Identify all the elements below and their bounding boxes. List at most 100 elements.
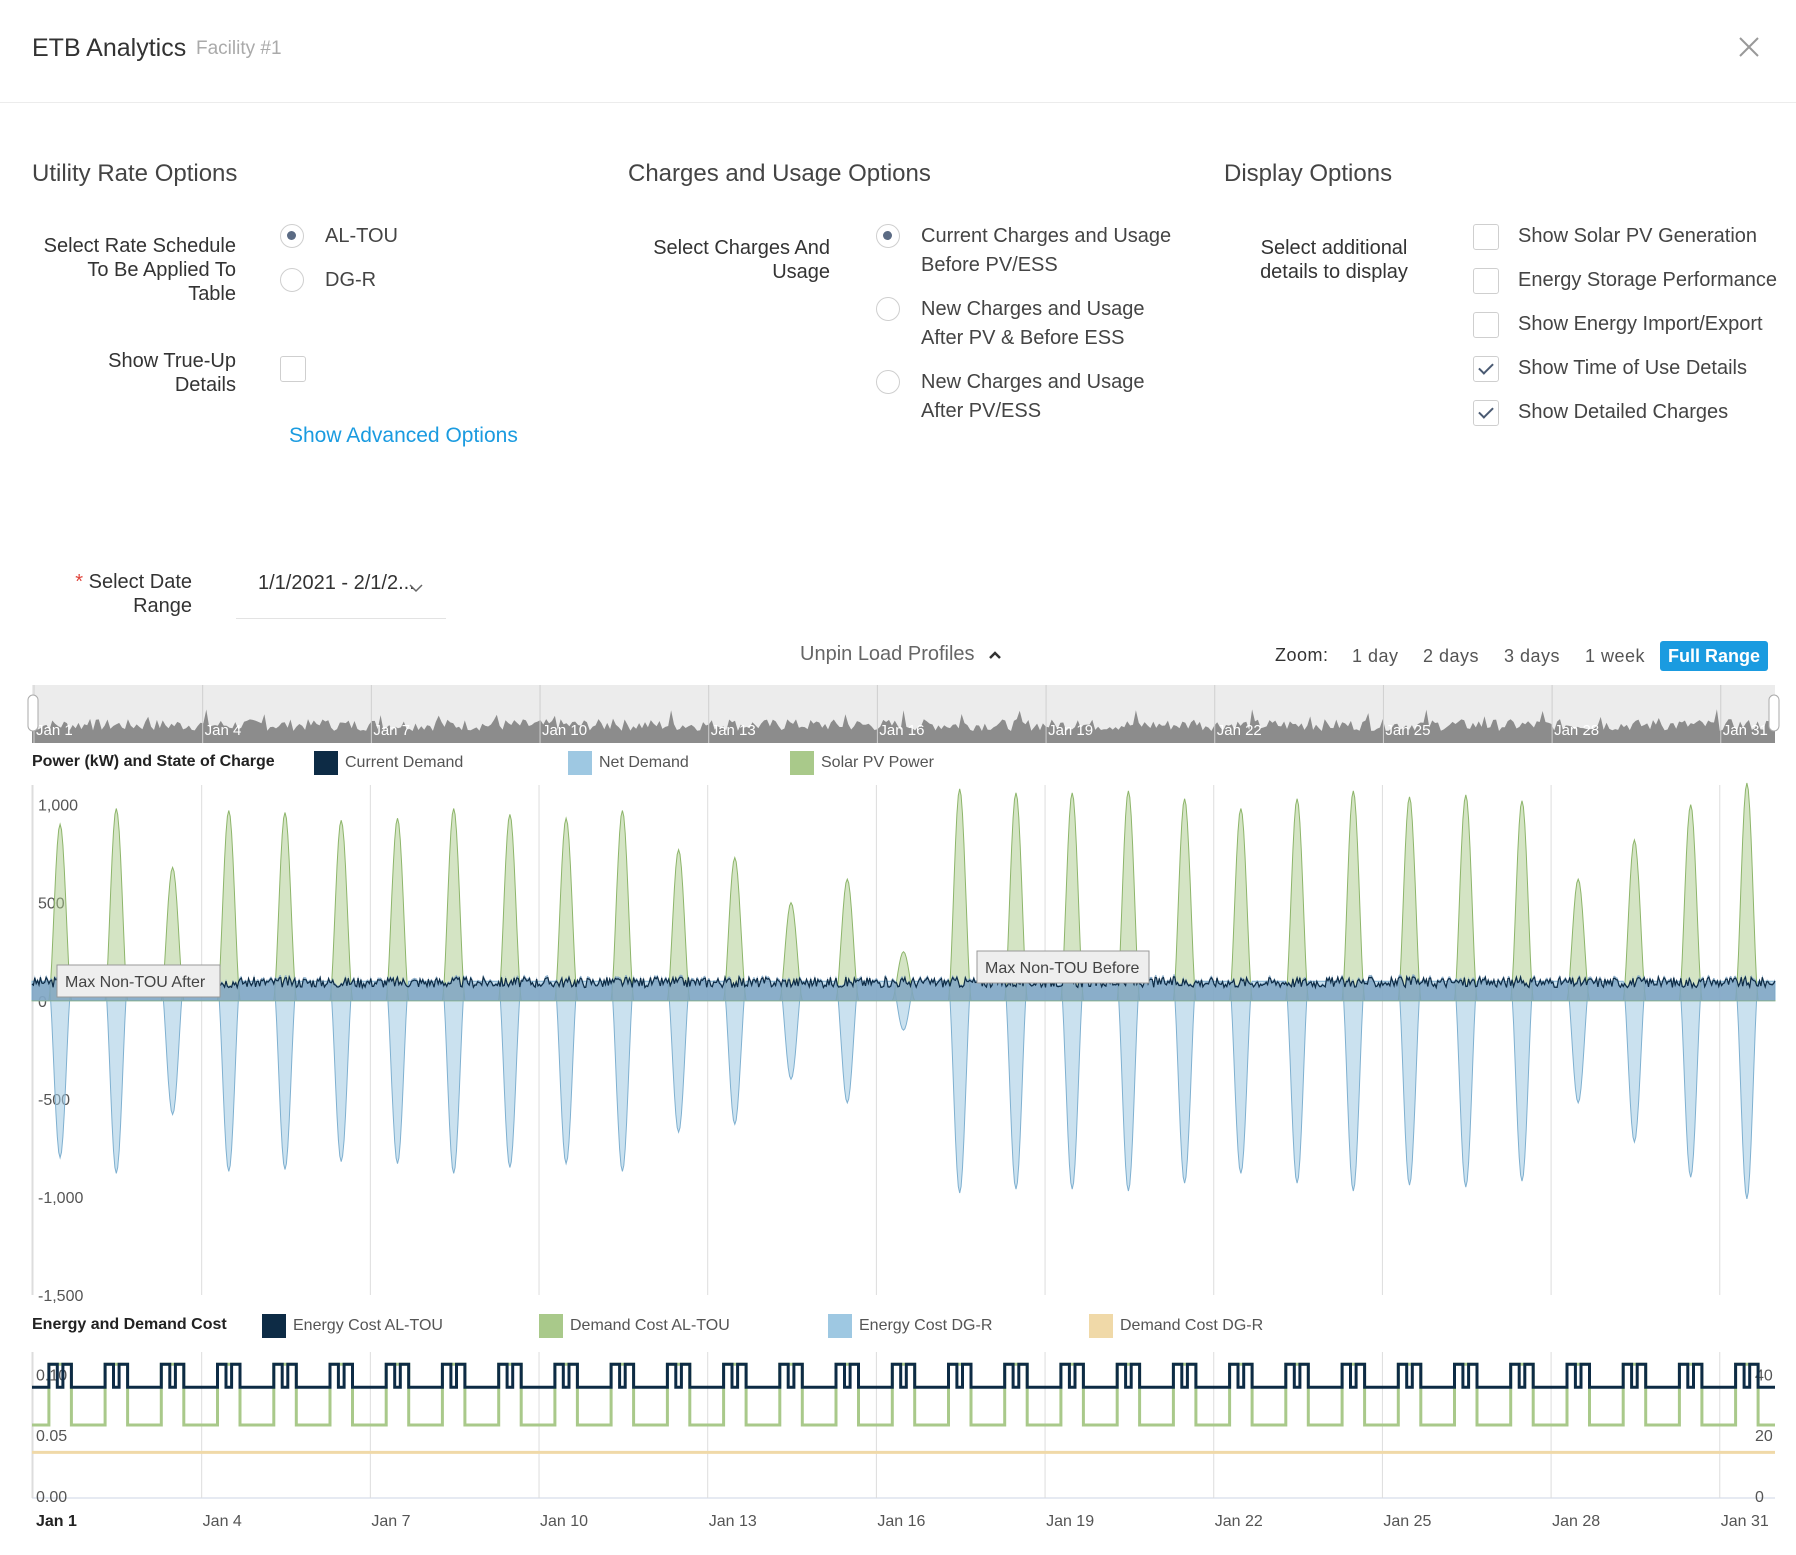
display-option-label: Show Time of Use Details [1518, 357, 1747, 379]
rate-radio-al-tou[interactable] [280, 224, 304, 248]
trueup-checkbox[interactable] [280, 356, 306, 382]
display-option-label: Show Solar PV Generation [1518, 225, 1758, 247]
energy-storage-checkbox[interactable] [1473, 268, 1499, 294]
charges-select-label: Select Charges And Usage [653, 237, 830, 283]
energy-cost-al-tou-line [32, 1362, 1775, 1389]
display-option-label: Energy Storage Performance [1518, 269, 1778, 291]
charges-option-line1: New Charges and Usage [921, 298, 1145, 320]
zoom-2-days-button[interactable]: 2 days [1423, 646, 1480, 666]
legend-current-demand[interactable]: Current Demand [345, 754, 464, 771]
zoom-label: Zoom: [1275, 645, 1329, 665]
navigator-tick-label: Jan 25 [1385, 722, 1430, 739]
zoom-1-day-button[interactable]: 1 day [1352, 646, 1399, 666]
navigator-handle-left[interactable] [27, 694, 39, 732]
demand-cost-al-tou-line [32, 1362, 1775, 1427]
navigator-tick-label: Jan 10 [542, 722, 587, 739]
date-range-label-text: Select Date Range [88, 571, 192, 617]
legend-energy-cost-al-tou[interactable]: Energy Cost AL-TOU [293, 1317, 443, 1334]
utility-section-title: Utility Rate Options [32, 160, 238, 187]
annotation-box [976, 950, 1150, 984]
charges-option-line2: Before PV/ESS [921, 254, 1058, 276]
charges-option-line2: After PV & Before ESS [921, 327, 1125, 349]
navigator-tick-label: Jan 22 [1217, 722, 1262, 739]
cost-x-tick-label: Jan 13 [709, 1513, 757, 1530]
display-section-title: Display Options [1224, 160, 1393, 187]
legend-net-demand[interactable]: Net Demand [599, 754, 689, 771]
facility-subtitle: Facility #1 [196, 38, 282, 59]
navigator-tick-label: Jan 19 [1048, 722, 1093, 739]
chevron-up-icon [989, 651, 1002, 659]
annotation-label: Max Non-TOU Before [985, 960, 1140, 977]
rate-option-label: AL-TOU [325, 225, 398, 247]
required-mark: * [75, 571, 84, 593]
detailed-charges-checkbox[interactable] [1473, 400, 1499, 426]
unpin-load-profiles-button[interactable]: Unpin Load Profiles [800, 643, 1002, 666]
navigator-series [32, 709, 1775, 743]
display-option-label: Show Detailed Charges [1518, 401, 1729, 423]
annotation-callout: Max Non-TOU Before [976, 950, 1150, 984]
charts-area: Jan 1 Jan 4 Jan 7 Jan 10 Jan 13 Jan 16 Jan 19 J… [27, 685, 1780, 1530]
date-range-label: * Select Date Range [60, 570, 192, 618]
cost-x-tick-label: Jan 1 [36, 1513, 77, 1530]
cost-x-tick-label: Jan 28 [1552, 1513, 1600, 1530]
cost-chart-title: Energy and Demand Cost [32, 1316, 227, 1333]
navigator-tick-label: Jan 7 [373, 722, 410, 739]
legend-swatch-net-demand[interactable] [568, 751, 592, 775]
charges-option-line1: Current Charges and Usage [921, 225, 1172, 247]
net-demand-area [31, 980, 1776, 1200]
time-of-use-checkbox[interactable] [1473, 356, 1499, 382]
date-range-select[interactable]: 1/1/2021 - 2/1/2... [236, 564, 446, 619]
cost-x-tick-label: Jan 25 [1383, 1513, 1431, 1530]
navigator-tick-label: Jan 1 [36, 722, 73, 739]
legend-demand-cost-dg-r[interactable]: Demand Cost DG-R [1120, 1317, 1264, 1334]
power-y-tick-label: 0 [38, 994, 47, 1011]
legend-swatch-demand-cost-dg-r[interactable] [1089, 1314, 1113, 1338]
power-chart-title: Power (kW) and State of Charge [32, 753, 275, 770]
legend-swatch-energy-cost-al-tou[interactable] [262, 1314, 286, 1338]
display-select-label: Select additional details to display [1260, 237, 1408, 283]
trueup-label: Show True-Up Details [108, 350, 236, 396]
zoom-1-week-button[interactable]: 1 week [1585, 646, 1646, 666]
cost-x-tick-label: Jan 4 [203, 1513, 242, 1530]
cost-y-tick-left: 0.05 [36, 1428, 67, 1445]
charges-radio-current[interactable] [876, 224, 900, 248]
cost-x-tick-label: Jan 7 [371, 1513, 410, 1530]
zoom-3-days-button[interactable]: 3 days [1504, 646, 1561, 666]
annotation-label: Max Non-TOU After [65, 974, 206, 991]
navigator-handle-right[interactable] [1768, 694, 1780, 732]
legend-swatch-solar-pv[interactable] [790, 751, 814, 775]
modal-header: ETB Analytics Facility #1 [0, 0, 1796, 103]
navigator-tick-label: Jan 16 [879, 722, 924, 739]
power-y-tick-label: -1,000 [38, 1190, 83, 1207]
navigator-tick-label: Jan 4 [205, 722, 242, 739]
display-option-label: Show Energy Import/Export [1518, 313, 1763, 335]
annotation-callout: Max Non-TOU After [56, 964, 221, 998]
cost-x-tick-label: Jan 22 [1215, 1513, 1263, 1530]
charges-radio-after-pv-ess[interactable] [876, 370, 900, 394]
charges-option-line1: New Charges and Usage [921, 371, 1145, 393]
unpin-label: Unpin Load Profiles [800, 643, 975, 665]
rate-option-label: DG-R [325, 269, 377, 291]
power-y-tick-label: -1,500 [38, 1288, 83, 1305]
legend-energy-cost-dg-r[interactable]: Energy Cost DG-R [859, 1317, 993, 1334]
close-icon[interactable] [1736, 34, 1762, 60]
legend-swatch-current-demand[interactable] [314, 751, 338, 775]
navigator-tick-label: Jan 31 [1723, 722, 1768, 739]
legend-swatch-energy-cost-dg-r[interactable] [828, 1314, 852, 1338]
show-advanced-options-link[interactable]: Show Advanced Options [289, 424, 518, 447]
legend-swatch-demand-cost-al-tou[interactable] [539, 1314, 563, 1338]
chevron-down-icon [409, 584, 423, 593]
energy-import-export-checkbox[interactable] [1473, 312, 1499, 338]
rate-radio-dg-r[interactable] [280, 268, 304, 292]
charges-radio-after-pv[interactable] [876, 297, 900, 321]
show-solar-pv-checkbox[interactable] [1473, 224, 1499, 250]
legend-demand-cost-al-tou[interactable]: Demand Cost AL-TOU [570, 1317, 730, 1334]
navigator-tick-label: Jan 28 [1554, 722, 1599, 739]
charges-section-title: Charges and Usage Options [628, 160, 931, 187]
date-range-value: 1/1/2021 - 2/1/2... [258, 572, 415, 594]
power-y-tick-label: 1,000 [38, 798, 78, 815]
cost-x-tick-label: Jan 31 [1721, 1513, 1769, 1530]
zoom-full-range-button[interactable]: Full Range [1660, 641, 1769, 671]
cost-y-tick-left: 0.10 [36, 1367, 67, 1384]
legend-solar-pv-power[interactable]: Solar PV Power [821, 754, 934, 771]
